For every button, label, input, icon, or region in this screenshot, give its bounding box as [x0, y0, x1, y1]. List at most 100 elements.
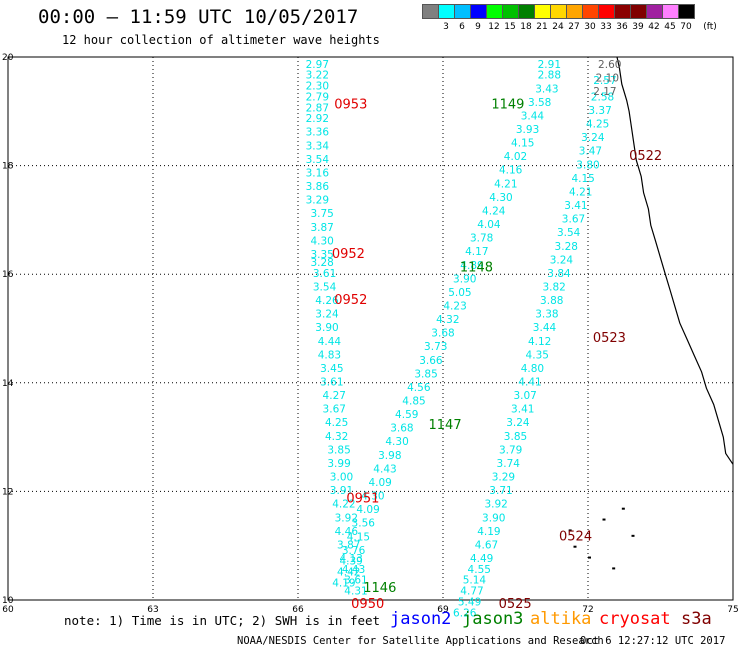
wave-height-value: 2.87 [306, 102, 329, 114]
wave-height-value: 4.77 [460, 586, 483, 598]
y-tick-label: 14 [2, 379, 14, 389]
map-frame [7, 56, 734, 601]
wave-height-value: 4.35 [526, 349, 549, 361]
satellite-label-jason2: jason2 [390, 609, 452, 629]
island-mark [588, 556, 591, 559]
legend-label: 18 [520, 22, 532, 32]
page-subtitle: 12 hour collection of altimeter wave hei… [62, 33, 380, 47]
legend-label: 21 [536, 22, 548, 32]
wave-height-value: 4.46 [335, 526, 359, 538]
wave-height-value: 3.71 [489, 485, 512, 497]
wave-height-value: 4.59 [395, 409, 418, 421]
x-tick-label: 63 [147, 605, 158, 615]
island-mark [568, 529, 572, 532]
wave-height-value: 3.86 [306, 181, 330, 193]
pass-time-label: 0522 [629, 149, 662, 164]
coastline [616, 56, 734, 465]
wave-height-value: 2.91 [538, 59, 561, 71]
wave-height-value: 3.78 [470, 233, 493, 245]
wave-height-value: 4.19 [332, 577, 355, 589]
wave-height-value: 4.09 [356, 504, 379, 516]
wave-height-value: 3.92 [484, 499, 507, 511]
wave-height-value: 2.17 [593, 86, 616, 98]
y-tick-label: 20 [2, 53, 14, 63]
wave-height-value: 3.41 [564, 200, 587, 212]
pass-time-label: 1149 [491, 98, 524, 113]
wave-height-value: 3.00 [330, 472, 353, 484]
wave-height-value: 6.26 [453, 607, 477, 619]
wave-height-value: 4.42 [337, 567, 360, 579]
legend-label: 3 [443, 22, 449, 32]
wave-height-value: 3.67 [562, 214, 585, 226]
x-tick-label: 75 [727, 605, 738, 615]
wave-height-value: 3.34 [306, 140, 330, 152]
wave-height-value: 3.35 [310, 249, 333, 261]
wave-height-value: 3.38 [535, 309, 558, 321]
wave-height-value: 4.32 [325, 431, 348, 443]
wave-height-value: 5.05 [448, 287, 471, 299]
wave-height-value: 4.56 [407, 382, 431, 394]
wave-height-value: 3.91 [330, 485, 353, 497]
legend-swatch [678, 4, 695, 19]
wave-height-value: 3.92 [335, 512, 358, 524]
note-text: note: 1) Time is in UTC; 2) SWH is in fe… [64, 613, 381, 628]
wave-height-value: 3.29 [492, 472, 515, 484]
wave-height-value: 4.39 [339, 556, 362, 568]
wave-height-value: 3.41 [511, 404, 534, 416]
wave-height-value: 4.15 [347, 531, 370, 543]
y-tick-label: 10 [2, 596, 14, 606]
satellite-label-jason3: jason3 [462, 609, 524, 629]
wave-height-value: 3.24 [550, 254, 574, 266]
wave-height-value: 4.67 [475, 539, 498, 551]
wave-height-value: 5.14 [463, 575, 487, 587]
wave-height-value: 4.26 [315, 295, 339, 307]
x-tick-label: 72 [582, 605, 593, 615]
legend-label: 33 [600, 22, 612, 32]
pass-time-label: 0953 [334, 98, 367, 113]
legend-label: 30 [584, 22, 596, 32]
wave-height-value: 4.30 [385, 436, 408, 448]
wave-height-value: 3.90 [453, 273, 476, 285]
pass-time-label: 1147 [429, 418, 462, 433]
wave-height-value: 4.12 [528, 336, 551, 348]
wave-height-value: 3.79 [499, 444, 522, 456]
wave-height-value: 4.30 [310, 235, 333, 247]
x-tick-label: 66 [292, 605, 304, 615]
satellite-label-s3a: s3a [681, 609, 712, 629]
wave-height-value: 3.85 [327, 444, 350, 456]
wave-height-value: 3.44 [521, 110, 545, 122]
wave-height-value: 4.21 [494, 178, 517, 190]
y-tick-label: 16 [2, 270, 14, 280]
wave-height-value: 3.61 [320, 377, 343, 389]
wave-height-value: 2.88 [538, 70, 561, 82]
pass-time-label: 0525 [499, 597, 532, 612]
wave-height-value: 4.43 [373, 463, 396, 475]
wave-height-value: 4.02 [504, 151, 527, 163]
wave-height-value: 4.25 [586, 119, 609, 131]
x-tick-label: 69 [437, 605, 449, 615]
wave-height-value: 2.60 [598, 59, 621, 71]
island-mark [631, 534, 635, 537]
wave-height-value: 2.30 [306, 81, 329, 93]
wave-height-value: 4.44 [318, 336, 342, 348]
wave-height-value: 3.67 [323, 404, 346, 416]
wave-height-value: 4.15 [571, 173, 594, 185]
island-mark [602, 518, 606, 521]
wave-height-value: 4.23 [443, 300, 466, 312]
y-tick-label: 12 [2, 487, 13, 497]
wave-height-value: 3.24 [315, 309, 339, 321]
legend-label: 70 [680, 22, 692, 32]
wave-height-value: 2.58 [591, 91, 614, 103]
legend-label: 6 [459, 22, 465, 32]
pass-time-label: 1146 [363, 581, 396, 596]
wave-height-value: 3.87 [337, 539, 360, 551]
wave-height-value: 2.92 [306, 113, 329, 125]
wave-height-value: 4.55 [468, 564, 491, 576]
wave-height-value: 3.73 [424, 341, 447, 353]
wave-height-value: 4.49 [470, 553, 493, 565]
wave-height-value: 3.99 [327, 458, 350, 470]
wave-height-value: 3.87 [310, 222, 333, 234]
page-title: 00:00 – 11:59 UTC 10/05/2017 [38, 6, 359, 28]
wave-height-value: 3.88 [540, 295, 563, 307]
